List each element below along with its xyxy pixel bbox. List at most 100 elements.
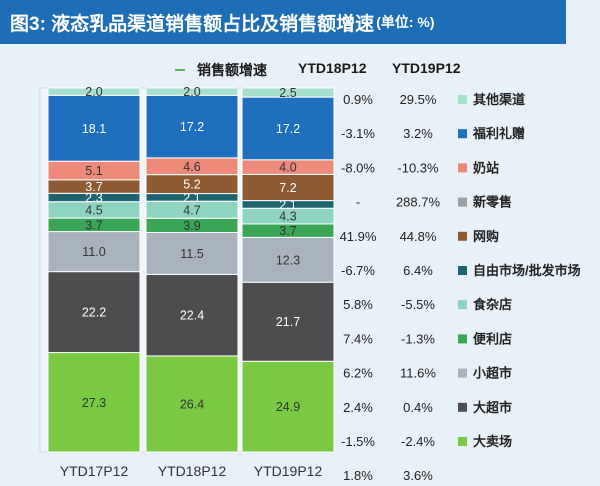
legend-label: 网购 — [473, 229, 499, 244]
bar-data-label: 4.3 — [279, 210, 296, 224]
bar-data-label: 3.7 — [85, 218, 102, 232]
bar-data-label: 2.1 — [183, 191, 200, 205]
bar-data-label: 2.5 — [279, 86, 296, 100]
bar-data-label: 26.4 — [180, 397, 204, 411]
legend-label: 大卖场 — [473, 434, 512, 449]
bar-segment — [145, 232, 239, 275]
bar-segment — [145, 87, 239, 96]
bar-data-label: 4.7 — [183, 203, 200, 217]
bar-segment — [145, 355, 239, 453]
x-tick-label: YTD18P12 — [158, 463, 227, 479]
chart-title-unit: (单位: %) — [376, 14, 435, 30]
growth-value-ytd18: -8.0% — [341, 160, 375, 175]
growth-value-ytd19: 29.5% — [400, 92, 437, 107]
legend-label: 新零售 — [473, 195, 512, 210]
legend-label: 便利店 — [473, 331, 512, 346]
bar-data-label: 22.2 — [82, 306, 106, 320]
legend-swatch — [458, 402, 467, 412]
chart-title-bar: 图3: 液态乳品渠道销售额占比及销售额增速 (单位: %) — [0, 0, 566, 44]
legend-label: 小超市 — [473, 366, 512, 381]
growth-value-ytd19: -2.4% — [401, 434, 435, 449]
bar-segment — [47, 231, 141, 273]
growth-value-ytd18: 41.9% — [340, 229, 377, 244]
bar-segment — [241, 281, 335, 362]
legend-swatch — [458, 95, 467, 104]
growth-legend-header: 销售额增速 — [175, 60, 267, 80]
bar-data-label: 11.5 — [180, 247, 203, 261]
x-tick-label: YTD19P12 — [254, 463, 323, 479]
growth-value-ytd19: 288.7% — [396, 195, 441, 210]
bar-data-label: 17.2 — [276, 122, 300, 136]
legend-swatch — [458, 368, 467, 378]
legend-swatch — [458, 334, 467, 344]
growth-value-ytd19: -5.5% — [401, 297, 435, 312]
bar-segment — [47, 352, 141, 453]
growth-value-ytd18: -1.5% — [341, 434, 375, 449]
bar-data-label: 21.7 — [276, 315, 300, 329]
growth-value-ytd18: 7.4% — [343, 331, 373, 346]
bar-data-label: 3.9 — [183, 219, 200, 233]
legend-swatch — [458, 266, 467, 275]
growth-legend-label: 销售额增速 — [197, 62, 267, 78]
bar-data-label: 18.1 — [82, 122, 106, 136]
legend-swatch — [458, 437, 467, 446]
growth-value-ytd19: -10.3% — [397, 160, 439, 175]
bar-data-label: 2.0 — [183, 85, 200, 99]
legend-swatch — [458, 163, 467, 173]
growth-value-ytd19: -1.3% — [401, 331, 435, 346]
growth-value-ytd18: -6.7% — [341, 263, 375, 278]
growth-value-ytd19: 44.8% — [400, 229, 437, 244]
bar-data-label: 11.0 — [82, 245, 105, 259]
bar-segment — [145, 94, 239, 159]
growth-value-ytd19: 3.2% — [403, 126, 433, 141]
legend-swatch — [458, 197, 467, 207]
bar-data-label: 22.4 — [180, 309, 204, 323]
bar-data-label: 3.7 — [85, 180, 102, 194]
bar-data-label: 2.0 — [85, 85, 102, 99]
legend-label: 福利礼赠 — [472, 126, 525, 141]
growth-value-ytd18: 1.8% — [343, 468, 373, 483]
legend-label: 自由市场/批发市场 — [473, 263, 581, 278]
growth-column-header-1: YTD18P12 — [298, 60, 367, 76]
growth-value-ytd18: 5.8% — [343, 297, 373, 312]
legend-label: 其他渠道 — [473, 92, 525, 107]
bar-segment — [241, 96, 335, 161]
bar-data-label: 2.3 — [85, 191, 102, 205]
bar-segment — [241, 173, 335, 202]
chart-title: 图3: 液态乳品渠道销售额占比及销售额增速 — [10, 13, 375, 35]
bar-segment — [47, 87, 141, 96]
bar-data-label: 5.2 — [183, 178, 200, 192]
bar-data-label: 12.3 — [276, 253, 300, 267]
growth-value-ytd19: 3.6% — [403, 468, 433, 483]
growth-value-ytd18: -3.1% — [341, 126, 375, 141]
bar-data-label: 7.2 — [279, 181, 296, 195]
bar-data-label: 3.7 — [279, 224, 296, 238]
growth-value-ytd18: 0.9% — [343, 92, 373, 107]
growth-value-ytd19: 11.6% — [400, 366, 436, 381]
growth-value-ytd19: 0.4% — [403, 400, 433, 415]
legend-swatch — [458, 231, 467, 241]
bar-data-label: 24.9 — [276, 400, 300, 414]
bar-segment — [241, 360, 335, 453]
growth-dash-icon — [175, 69, 185, 71]
legend-label: 食杂店 — [473, 297, 512, 312]
growth-value-ytd19: 6.4% — [403, 263, 433, 278]
bar-segment — [145, 273, 239, 357]
legend-swatch — [458, 129, 467, 139]
bar-data-label: 17.2 — [180, 120, 204, 134]
bar-data-label: 2.1 — [279, 198, 296, 212]
x-tick-label: YTD17P12 — [60, 463, 129, 479]
bar-data-label: 27.3 — [82, 396, 106, 410]
bar-data-label: 5.1 — [85, 164, 102, 178]
bar-segment — [47, 271, 141, 354]
bar-data-label: 4.6 — [183, 160, 200, 174]
growth-value-ytd18: 6.2% — [343, 366, 373, 381]
growth-column-header-2: YTD19P12 — [392, 60, 461, 76]
legend-swatch — [458, 300, 467, 310]
legend-label: 奶站 — [472, 160, 499, 175]
growth-value-ytd18: - — [356, 195, 360, 210]
bar-segment — [47, 94, 141, 162]
bar-segment — [241, 87, 335, 98]
growth-value-ytd18: 2.4% — [343, 400, 373, 415]
